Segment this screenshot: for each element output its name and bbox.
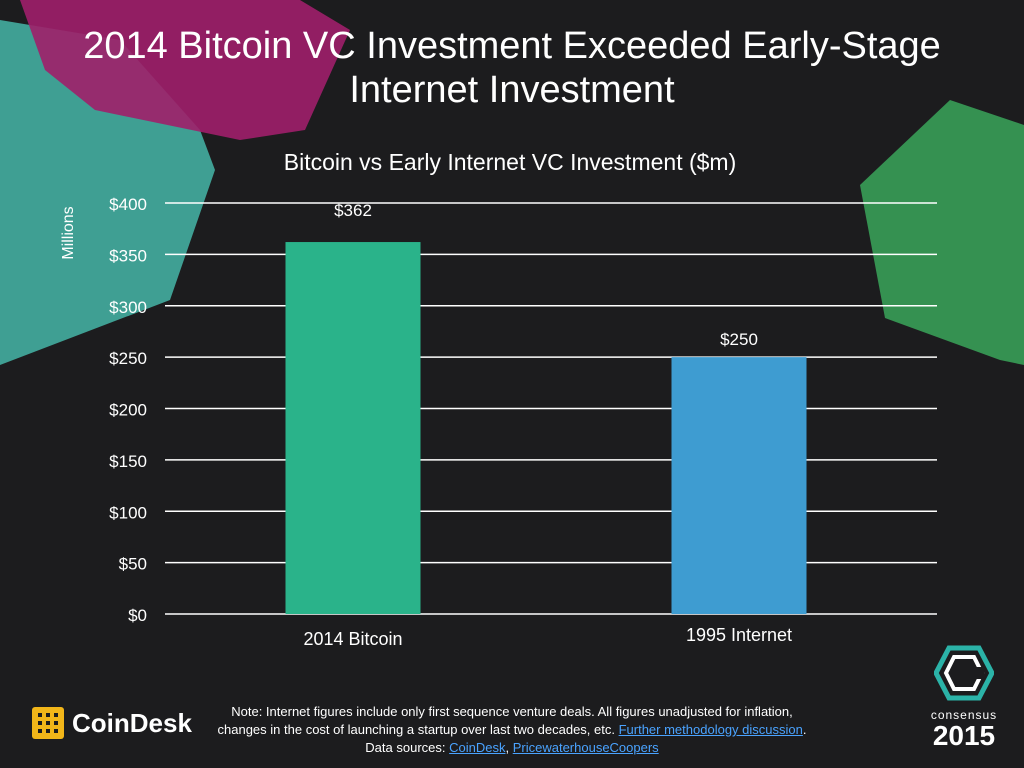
coindesk-name: CoinDesk [72, 707, 192, 738]
note-line-2-text: changes in the cost of launching a start… [217, 722, 619, 737]
y-tick-label: $150 [109, 452, 147, 471]
x-tick-label: 1995 Internet [686, 625, 792, 645]
consensus-word: consensus [930, 708, 998, 722]
x-tick-labels: 2014 Bitcoin 1995 Internet [303, 625, 792, 649]
green-hexagon-shape [860, 100, 1024, 365]
bar-1995-internet [671, 357, 807, 614]
bar-2014-bitcoin [285, 242, 421, 615]
bars [285, 242, 807, 615]
slide-title-line-2: Internet Investment [349, 69, 675, 111]
slide-title-line-1: 2014 Bitcoin VC Investment Exceeded Earl… [83, 25, 941, 67]
note-line-2: changes in the cost of launching a start… [180, 721, 844, 739]
coindesk-grid-icon [32, 707, 64, 739]
note-line-2-suffix: . [802, 722, 807, 737]
y-tick-label: $0 [128, 606, 147, 625]
y-tick-label: $400 [109, 195, 147, 214]
chart-title: Bitcoin vs Early Internet VC Investment … [284, 149, 737, 175]
data-labels: $362 $250 [334, 201, 758, 349]
gridlines [165, 202, 937, 615]
x-tick-label: 2014 Bitcoin [303, 629, 402, 649]
data-sources: Data sources: CoinDesk, PricewaterhouseC… [180, 739, 844, 757]
y-tick-label: $50 [119, 555, 147, 574]
y-tick-label: $200 [109, 401, 147, 420]
coindesk-logo: CoinDesk [32, 707, 192, 739]
data-label: $250 [720, 330, 758, 349]
coindesk-source-link[interactable]: CoinDesk [449, 740, 506, 755]
pwc-source-link[interactable]: PricewaterhouseCoopers [512, 740, 659, 755]
footer-note: Note: Internet figures include only firs… [180, 703, 844, 757]
data-sources-label: Data sources: [365, 740, 450, 755]
y-tick-label: $100 [109, 503, 147, 522]
consensus-year: 2015 [932, 720, 996, 751]
consensus-logo: consensus 2015 [924, 645, 1004, 750]
magenta-hexagon-shape [20, 0, 350, 140]
y-tick-label: $350 [109, 246, 147, 265]
methodology-link[interactable]: Further methodology discussion [618, 722, 803, 737]
consensus-hexagon-icon [933, 645, 995, 701]
note-line-1: Note: Internet figures include only firs… [231, 704, 793, 719]
sources-separator: , [505, 740, 513, 755]
y-axis-label: Millions [60, 206, 77, 259]
slide-title: 2014 Bitcoin VC Investment Exceeded Earl… [0, 24, 1024, 112]
y-tick-label: $250 [109, 349, 147, 368]
y-tick-labels: $0 $50 $100 $150 $200 $250 $300 $350 $400 [109, 195, 147, 625]
y-tick-label: $300 [109, 298, 147, 317]
data-label: $362 [334, 201, 372, 220]
